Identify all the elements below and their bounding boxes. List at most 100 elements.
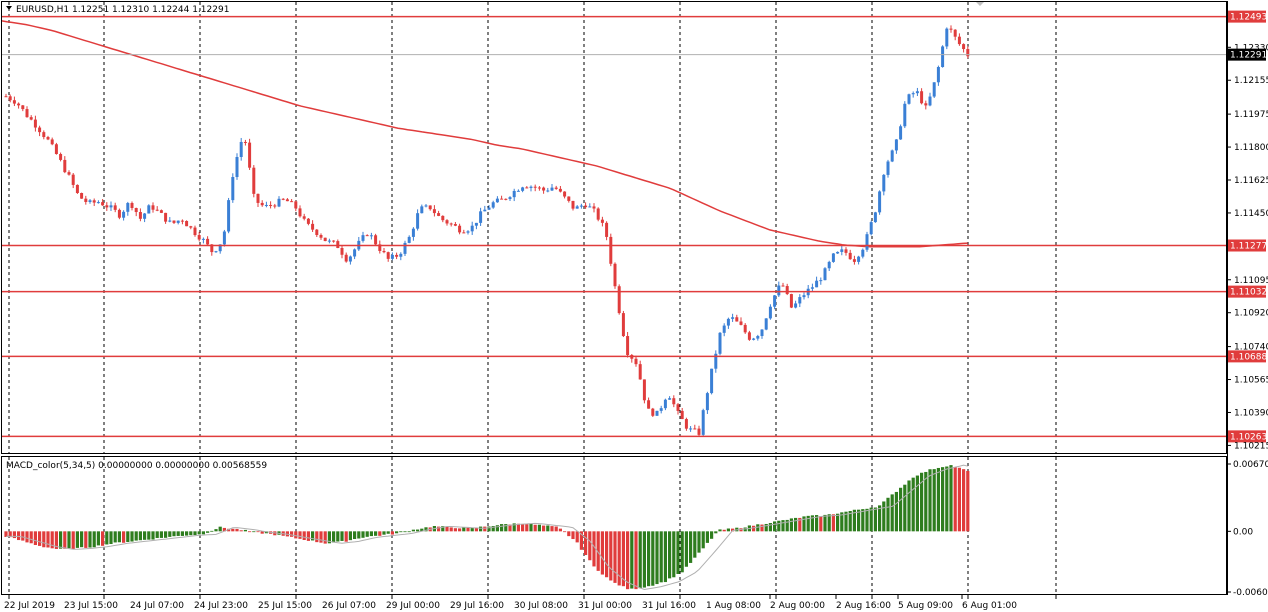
time-tick-label: 2 Aug 00:00 — [770, 601, 825, 611]
macd-tick-label: 0.006703 — [1233, 460, 1268, 470]
macd-bar — [424, 527, 428, 532]
macd-bar — [857, 509, 861, 532]
macd-bar — [54, 531, 58, 549]
macd-bar — [327, 531, 331, 544]
macd-panel-frame — [1, 456, 1227, 595]
candle-body — [949, 28, 953, 30]
level-label: 1.11032 — [1230, 288, 1267, 298]
candle-body — [953, 29, 957, 37]
candle-body — [731, 317, 735, 319]
macd-bar — [71, 531, 75, 550]
price-tick-label: 1.11625 — [1234, 176, 1268, 186]
macd-bar — [256, 531, 260, 533]
macd-bar — [290, 531, 294, 537]
candle-body — [516, 190, 520, 192]
time-tick-label: 31 Jul 16:00 — [642, 601, 696, 611]
horizontal-levels-layer[interactable]: 1.12493 1.11277 1.11032 1.10688 1.10263 — [2, 10, 1267, 443]
macd-bar — [525, 524, 529, 532]
macd-bar — [508, 524, 512, 532]
macd-bar — [701, 531, 705, 549]
macd-bar — [63, 531, 67, 549]
candle-body — [500, 198, 504, 200]
candle-body — [80, 193, 84, 199]
candle-body — [353, 249, 357, 257]
macd-bar — [878, 505, 882, 532]
level-label-box — [1228, 10, 1266, 23]
macd-bar — [802, 516, 806, 532]
candle-body — [756, 336, 760, 339]
candle-body — [395, 254, 399, 257]
candle-body — [886, 161, 890, 175]
macd-bar — [218, 526, 222, 532]
candle-body — [92, 200, 96, 203]
scroll-indicator-icon[interactable] — [976, 2, 984, 6]
macd-bar — [894, 491, 898, 532]
macd-bar — [374, 531, 378, 536]
candle-body — [903, 103, 907, 127]
macd-bar — [487, 526, 491, 532]
price-axis: 1.12330 1.12155 1.11975 1.11800 1.11625 1.114… — [1227, 43, 1268, 451]
level-label: 1.12493 — [1230, 13, 1267, 23]
candle-body — [689, 428, 693, 430]
candle-body — [773, 295, 777, 307]
macd-bar — [941, 467, 945, 532]
macd-bar — [340, 531, 344, 541]
candle-body — [857, 256, 861, 262]
candle-body — [617, 286, 621, 314]
macd-bar — [630, 531, 634, 589]
candle-body — [235, 156, 239, 178]
macd-bar — [571, 531, 575, 540]
macd-bar — [932, 469, 936, 532]
candle-body — [512, 190, 516, 198]
macd-bar — [613, 531, 617, 583]
macd-bar — [109, 531, 113, 545]
candle-body — [718, 332, 722, 354]
macd-bar — [147, 531, 151, 540]
price-tick-label: 1.12330 — [1234, 43, 1268, 53]
macd-bar — [588, 531, 592, 561]
macd-bar — [495, 525, 499, 532]
macd-bar — [869, 507, 873, 532]
candle-body — [105, 205, 109, 208]
candle-body — [844, 249, 848, 253]
main-panel-frame — [1, 1, 1227, 454]
candle-body — [63, 159, 67, 173]
macd-bar — [38, 531, 42, 546]
candle-body — [197, 235, 201, 240]
price-tick-label: 1.10565 — [1234, 376, 1268, 386]
macd-bar — [143, 531, 147, 540]
candle-body — [54, 144, 58, 155]
time-tick-label: 6 Aug 01:00 — [962, 601, 1017, 611]
current-price-box — [1228, 48, 1266, 61]
candle-body — [701, 410, 705, 435]
candle-body — [269, 204, 273, 206]
macd-bar — [29, 531, 33, 544]
macd-bar — [411, 529, 415, 532]
candle-body — [785, 286, 789, 295]
candle-body — [134, 208, 138, 213]
macd-bar — [420, 528, 424, 532]
macd-bar — [227, 528, 231, 532]
candle-body — [411, 228, 415, 237]
candle-body — [743, 324, 747, 333]
candle-body — [378, 244, 382, 251]
macd-bar — [949, 465, 953, 532]
candle-body — [747, 332, 751, 340]
symbol-menu-triangle-icon[interactable] — [6, 6, 12, 10]
macd-bar — [781, 520, 785, 532]
macd-bar — [122, 531, 126, 543]
time-tick-label: 1 Aug 08:00 — [706, 601, 761, 611]
vertical-gridlines — [8, 2, 1057, 594]
macd-bar — [80, 531, 84, 548]
candle-body — [222, 231, 226, 245]
candle-body — [894, 139, 898, 151]
candle-body — [802, 295, 806, 298]
macd-bar — [235, 528, 239, 532]
candle-body — [399, 253, 403, 257]
macd-bar — [936, 467, 940, 532]
candle-body — [920, 91, 924, 104]
macd-bar — [42, 531, 46, 548]
candle-body — [218, 244, 222, 252]
